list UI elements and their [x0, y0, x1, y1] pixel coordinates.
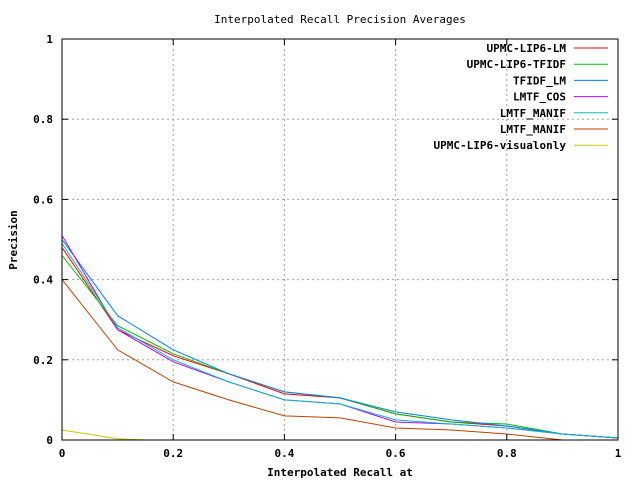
series-line-5	[61, 243, 619, 439]
plot-frame	[61, 38, 619, 441]
y-tick-label: 1	[46, 33, 53, 46]
legend-label: TFIDF_LM	[513, 74, 566, 87]
x-axis-label: Interpolated Recall at	[267, 466, 413, 479]
x-tick-label: 0.8	[497, 447, 517, 460]
y-tick-label: 0.2	[33, 354, 53, 367]
x-tick-label: 0.4	[274, 447, 294, 460]
grid-lines	[62, 39, 618, 440]
axis-ticks: 0 0.2 0.4 0.6 0.8 1 0 0.2 0.4 0.6 0.8 1	[33, 33, 622, 460]
y-tick-label: 0.6	[33, 193, 53, 206]
legend-label: LMTF_MANIF	[500, 107, 566, 120]
series-lines	[61, 235, 619, 441]
legend-label: UPMC-LIP6-visualonly	[434, 139, 567, 152]
x-tick-label: 1	[615, 447, 622, 460]
y-tick-label: 0.4	[33, 274, 53, 287]
legend-label: LMTF_COS	[513, 91, 566, 104]
y-tick-label: 0.8	[33, 113, 53, 126]
x-tick-label: 0	[59, 447, 66, 460]
x-tick-label: 0.2	[163, 447, 183, 460]
y-tick-label: 0	[46, 434, 53, 447]
legend-label: LMTF_MANIF	[500, 123, 566, 136]
x-tick-label: 0.6	[386, 447, 406, 460]
chart-title: Interpolated Recall Precision Averages	[214, 13, 466, 26]
series-line-3	[61, 239, 619, 439]
series-line-6	[61, 279, 618, 441]
legend-label: UPMC-LIP6-TFIDF	[467, 58, 566, 71]
legend-label: UPMC-LIP6-LM	[487, 42, 567, 55]
y-axis-label: Precision	[7, 210, 20, 270]
legend: UPMC-LIP6-LM UPMC-LIP6-TFIDF TFIDF_LM LMTF_…	[434, 42, 608, 152]
